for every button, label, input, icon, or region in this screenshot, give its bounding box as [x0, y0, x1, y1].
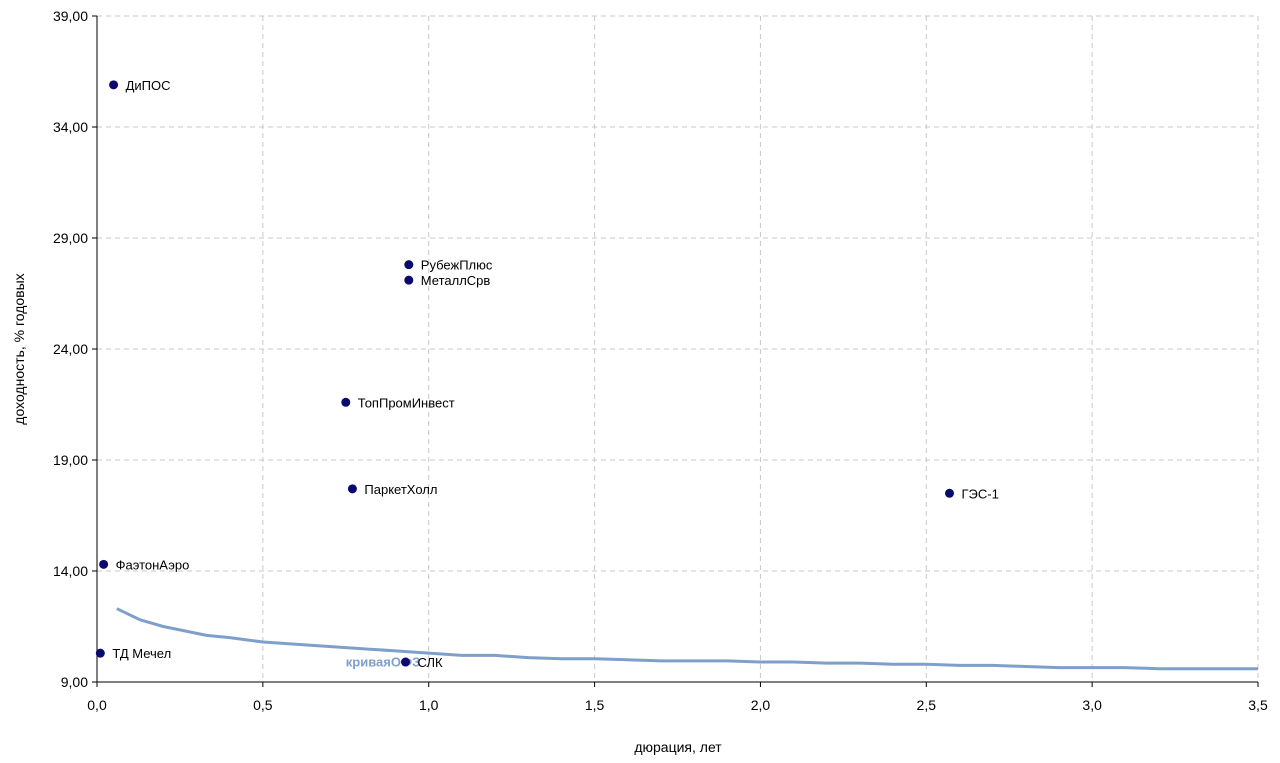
bond-point-label: РубежПлюс	[421, 258, 493, 273]
bond-point-label: СЛК	[417, 655, 442, 670]
bond-point	[945, 488, 955, 498]
grid	[97, 15, 1259, 682]
y-tick-label: 34,00	[53, 119, 88, 135]
x-tick-label: 1,0	[419, 697, 439, 713]
axes	[92, 15, 1259, 687]
x-axis-title: дюрация, лет	[634, 739, 722, 755]
y-tick-label: 29,00	[53, 230, 88, 246]
bond-point	[347, 484, 357, 494]
bond-point-label: ТД Мечел	[112, 646, 171, 661]
ofz-curve-line	[116, 607, 1258, 671]
bond-point	[99, 559, 109, 569]
ofz-curve: криваяОФЗ	[116, 607, 1258, 671]
bond-point	[404, 275, 414, 285]
ofz-curve-label: криваяОФЗ	[346, 654, 420, 669]
bond-point-label: ТопПромИнвест	[358, 395, 455, 410]
x-tick-label: 2,5	[917, 697, 937, 713]
bond-point	[109, 80, 119, 90]
y-tick-label: 39,00	[53, 8, 88, 24]
bond-point-label: МеталлСрв	[421, 273, 491, 288]
x-tick-label: 1,5	[585, 697, 605, 713]
y-tick-label: 19,00	[53, 452, 88, 468]
bond-point-label: ДиПОС	[126, 78, 171, 93]
x-tick-label: 2,0	[751, 697, 771, 713]
bond-point	[400, 657, 410, 667]
x-tick-label: 0,5	[253, 697, 273, 713]
bond-point	[341, 397, 351, 407]
y-tick-label: 24,00	[53, 341, 88, 357]
y-tick-label: 14,00	[53, 563, 88, 579]
bond-point-label: ПаркетХолл	[364, 482, 437, 497]
tick-labels: 0,0 0,5 1,0 1,5 2,0 2,5 3,0 3,5 9,00 14,00 19,00 24…	[53, 8, 1268, 713]
x-tick-label: 3,0	[1082, 697, 1102, 713]
bond-point-label: ФаэтонАэро	[116, 557, 190, 572]
y-axis-title: доходность, % годовых	[11, 273, 27, 424]
bond-point	[95, 648, 105, 658]
x-tick-label: 3,5	[1248, 697, 1268, 713]
bond-point	[404, 260, 414, 270]
y-tick-label: 9,00	[61, 674, 88, 690]
bond-point-label: ГЭС-1	[962, 486, 999, 501]
x-tick-label: 0,0	[87, 697, 107, 713]
